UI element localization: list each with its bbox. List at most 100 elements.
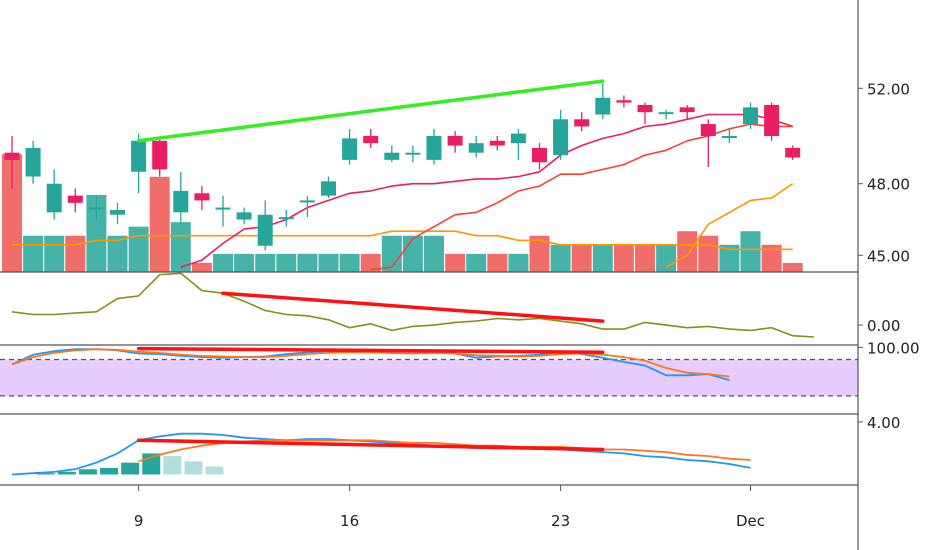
candle-body-36 — [764, 104, 780, 136]
stochastic-line-1 — [11, 348, 730, 378]
stochastic-band — [0, 359, 858, 396]
volume-bar-12 — [255, 253, 276, 272]
candle-body-28 — [595, 97, 611, 115]
candle-body-18 — [384, 152, 400, 160]
candle-body-25 — [532, 147, 547, 163]
volume-bar-27 — [571, 244, 592, 272]
candle-body-19 — [405, 152, 421, 155]
volume-bar-32 — [677, 231, 698, 272]
price-trend-line-0 — [136, 79, 605, 143]
volume-bar-15 — [318, 253, 339, 272]
stochastic-ytick-label-0: 100.00 — [867, 339, 920, 357]
candle-body-13 — [278, 217, 294, 220]
oscillator-line-0 — [11, 272, 814, 338]
volume-bar-2 — [44, 235, 65, 272]
macd-histogram-bar-5 — [121, 462, 140, 475]
volume-bar-1 — [23, 235, 44, 272]
candle-body-17 — [363, 136, 379, 144]
candle-body-32 — [679, 107, 695, 113]
candle-body-10 — [215, 207, 231, 210]
candle-body-26 — [553, 119, 569, 156]
stochastic-trend-line-0 — [136, 346, 605, 355]
ma-slow-line — [370, 123, 793, 271]
oscillator-ytick-label-0: 0.00 — [867, 317, 900, 335]
candle-body-23 — [489, 140, 505, 146]
macd-ytick-label-0: 4.00 — [867, 414, 900, 432]
macd-line-0 — [11, 432, 751, 476]
volume-bar-29 — [613, 244, 634, 272]
volume-bar-13 — [276, 253, 297, 272]
macd-trend-line-0 — [136, 438, 605, 452]
volume-bar-16 — [339, 253, 360, 272]
candle-body-12 — [257, 214, 273, 246]
volume-bar-4 — [86, 194, 107, 272]
candle-body-16 — [342, 138, 358, 160]
volume-bar-14 — [297, 253, 318, 272]
macd-histogram-bar-3 — [78, 469, 97, 475]
candle-body-22 — [468, 143, 484, 153]
volume-bar-6 — [128, 226, 149, 272]
candle-body-8 — [173, 190, 189, 213]
candle-body-34 — [721, 136, 737, 138]
candle-body-37 — [785, 147, 801, 158]
candle-body-30 — [637, 104, 653, 113]
macd-histogram-bar-4 — [100, 467, 119, 475]
volume-bar-23 — [487, 253, 508, 272]
candle-body-11 — [236, 212, 252, 220]
volume-bar-37 — [782, 262, 803, 272]
volume-bar-30 — [635, 244, 655, 272]
candle-body-31 — [658, 112, 674, 115]
volume-bar-3 — [65, 235, 86, 272]
volume-bar-10 — [213, 253, 233, 272]
candle-body-1 — [25, 147, 41, 177]
volume-bar-36 — [761, 244, 782, 272]
volume-bar-25 — [529, 235, 550, 272]
candle-body-14 — [299, 200, 315, 203]
volume-bar-21 — [445, 253, 466, 272]
volume-bar-35 — [740, 231, 761, 272]
candle-body-27 — [574, 119, 590, 127]
time-tick-label-0: 9 — [134, 512, 144, 530]
time-tick-label-3: Dec — [736, 512, 765, 530]
volume-bar-8 — [170, 222, 191, 272]
candle-body-6 — [131, 140, 147, 172]
macd-histogram-bar-9 — [205, 466, 224, 475]
candle-body-4 — [88, 207, 104, 210]
candle-body-9 — [194, 193, 210, 201]
volume-ma-line — [12, 230, 793, 251]
candle-body-33 — [700, 124, 716, 136]
candle-body-15 — [321, 181, 336, 196]
ma-long-line — [665, 183, 794, 268]
volume-bar-28 — [592, 244, 613, 272]
candle-body-2 — [46, 183, 62, 213]
candle-body-29 — [616, 100, 632, 103]
volume-bar-31 — [656, 244, 677, 272]
volume-bar-17 — [360, 253, 381, 272]
macd-histogram-bar-8 — [184, 461, 203, 475]
candle-body-24 — [510, 133, 526, 144]
macd-histogram-bar-2 — [57, 471, 76, 475]
volume-bar-0 — [2, 154, 22, 272]
candle-body-0 — [4, 152, 20, 160]
volume-bar-33 — [698, 235, 719, 272]
price-ytick-label-0: 52.00 — [867, 80, 910, 98]
candle-body-7 — [152, 140, 168, 170]
oscillator-trend-line-0 — [221, 291, 605, 323]
candle-body-3 — [67, 195, 83, 203]
volume-bar-18 — [381, 235, 402, 272]
volume-bar-24 — [508, 253, 529, 272]
candle-body-35 — [743, 107, 758, 125]
volume-bar-11 — [234, 253, 255, 272]
volume-bar-9 — [191, 262, 212, 272]
candle-body-21 — [447, 136, 463, 146]
macd-histogram-bar-1 — [36, 473, 55, 475]
volume-bar-7 — [149, 176, 170, 272]
candle-body-20 — [426, 136, 442, 160]
price-ytick-label-2: 45.00 — [867, 247, 910, 265]
volume-bar-34 — [719, 244, 740, 272]
macd-histogram-bar-7 — [163, 456, 182, 475]
volume-bar-22 — [466, 253, 487, 272]
volume-bar-5 — [107, 235, 128, 272]
volume-bar-26 — [550, 244, 571, 272]
